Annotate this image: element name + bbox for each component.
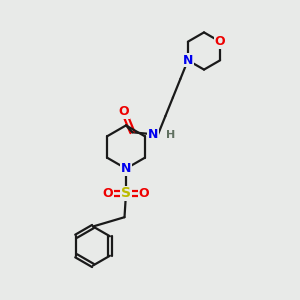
Text: O: O — [215, 35, 225, 48]
Text: H: H — [166, 130, 176, 140]
Text: O: O — [119, 105, 129, 119]
Text: O: O — [103, 187, 113, 200]
Text: O: O — [139, 187, 149, 200]
Text: S: S — [121, 186, 131, 200]
Text: N: N — [183, 54, 193, 67]
Text: N: N — [148, 128, 158, 141]
Text: N: N — [121, 162, 131, 175]
